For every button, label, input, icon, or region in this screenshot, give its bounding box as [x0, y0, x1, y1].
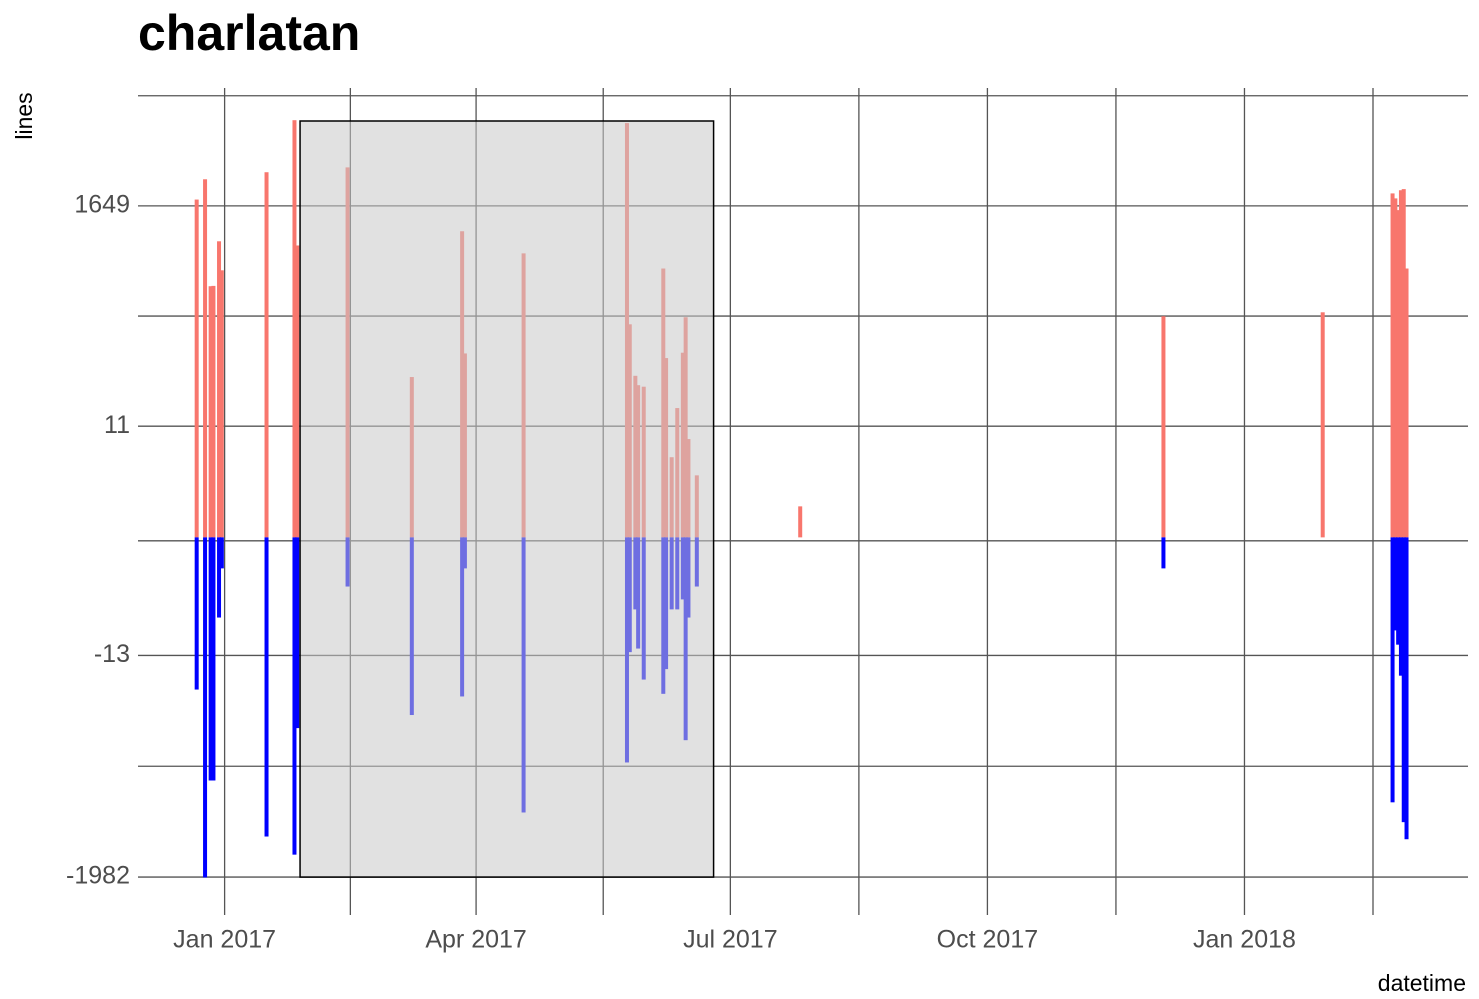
bar [211, 285, 216, 538]
x-tick-label: Jan 2018 [1193, 926, 1296, 954]
y-tick-label: 1649 [74, 190, 130, 218]
bar [1393, 198, 1398, 538]
bar [264, 172, 269, 538]
bar [219, 537, 224, 569]
bar [292, 537, 297, 855]
highlight-region [299, 120, 715, 878]
bar [217, 537, 222, 618]
bar [217, 241, 222, 538]
bar [295, 537, 300, 729]
bar [295, 245, 300, 538]
x-axis-title: datetime [1378, 970, 1466, 996]
bar [1161, 316, 1166, 538]
x-tick-label: Jan 2017 [173, 926, 276, 954]
bar [1390, 537, 1395, 803]
bar [1401, 537, 1406, 823]
bar [264, 537, 269, 837]
bar [292, 120, 297, 538]
bar [1398, 190, 1403, 538]
chart-title: charlatan [138, 5, 360, 61]
bar [1161, 537, 1166, 569]
bar [798, 506, 803, 538]
bar [208, 286, 213, 538]
bar [1401, 189, 1406, 538]
bar [194, 199, 199, 538]
bar [219, 270, 224, 538]
bar [211, 537, 216, 781]
x-tick-label: Oct 2017 [937, 926, 1038, 954]
bar [1404, 537, 1409, 840]
bar [1320, 312, 1325, 538]
bar [1396, 210, 1401, 538]
bar [194, 537, 199, 690]
x-tick-label: Jul 2017 [683, 926, 778, 954]
bar [1393, 537, 1398, 631]
y-tick-label: -13 [94, 640, 130, 668]
bar [1396, 537, 1401, 645]
y-tick-label: -1982 [66, 862, 130, 890]
bar [1398, 537, 1403, 676]
x-tick-label: Apr 2017 [425, 926, 526, 954]
y-tick-label: 11 [104, 411, 130, 439]
bar [208, 537, 213, 781]
bar [1390, 193, 1395, 538]
y-axis-title: lines [11, 92, 37, 139]
bar [1404, 268, 1409, 538]
bar [203, 537, 208, 878]
bar [203, 179, 208, 538]
